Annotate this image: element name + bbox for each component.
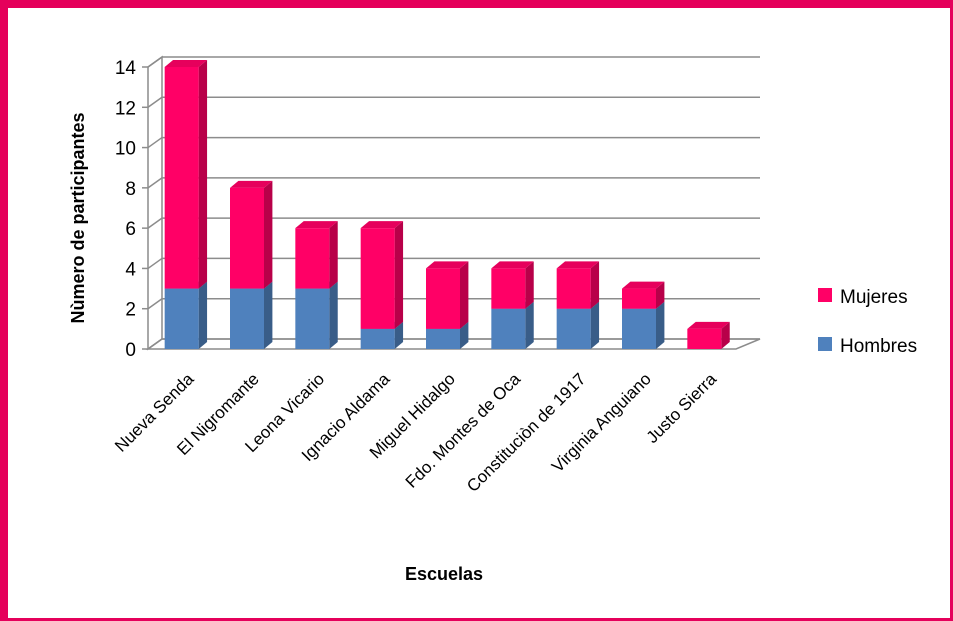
y-tick-label: 6 <box>125 219 136 240</box>
x-category-label: Fdo. Montes de Oca <box>402 369 525 492</box>
bar-mujeres-constituci-n-de-1917-top <box>556 261 600 269</box>
x-category-label: Constituciòn de 1917 <box>463 369 589 495</box>
y-tick-label: 2 <box>125 300 136 321</box>
bar-hombres-miguel-hidalgo-front <box>426 328 460 349</box>
bar-hombres-fdo-montes-de-oca <box>491 301 534 349</box>
bar-mujeres-virginia-anguiano-top <box>622 281 665 289</box>
bar-mujeres-miguel-hidalgo-top <box>426 261 469 269</box>
y-tick-label: 8 <box>125 179 136 200</box>
bar-mujeres-constituci-n-de-1917-side <box>590 261 600 309</box>
bar-mujeres-miguel-hidalgo-front <box>426 268 460 329</box>
bar-hombres-virginia-anguiano-front <box>622 308 656 349</box>
bar-hombres-constituci-n-de-1917-side <box>590 301 600 349</box>
bar-mujeres-miguel-hidalgo <box>426 261 469 329</box>
legend-label-hombres: Hombres <box>840 336 917 357</box>
bar-mujeres-ignacio-aldama-front <box>360 228 395 329</box>
bar-mujeres-ignacio-aldama <box>360 221 404 329</box>
bar-hombres-fdo-montes-de-oca-front <box>491 308 526 349</box>
bar-mujeres-justo-sierra-side <box>721 321 730 349</box>
y-tick-label: 14 <box>115 58 137 79</box>
bar-mujeres-el-nigromante <box>230 180 273 289</box>
bar-hombres-nueva-senda <box>164 281 208 349</box>
frame-border-left <box>0 0 8 621</box>
y-tick-label: 10 <box>115 139 136 160</box>
bar-mujeres-constituci-n-de-1917-front <box>556 268 591 309</box>
legend: Mujeres Hombres <box>818 287 917 357</box>
bar-mujeres-fdo-montes-de-oca <box>491 261 534 309</box>
bar-mujeres-leona-vicario-front <box>295 228 330 289</box>
bar-mujeres-fdo-montes-de-oca-top <box>491 261 534 269</box>
gridline-diag <box>147 338 163 350</box>
side-wall <box>147 55 163 351</box>
bar-hombres-el-nigromante <box>230 281 273 349</box>
bar-hombres-ignacio-aldama-side <box>394 321 404 349</box>
x-axis-title: Escuelas <box>405 564 483 584</box>
bar-mujeres-justo-sierra-top <box>687 321 730 329</box>
gridline-diag <box>147 96 163 108</box>
bar-mujeres-el-nigromante-top <box>230 180 273 188</box>
bar-mujeres-ignacio-aldama-top <box>360 221 404 229</box>
gridline-diag <box>147 56 163 68</box>
frame-border-top <box>0 0 953 8</box>
bar-mujeres-virginia-anguiano <box>622 281 665 309</box>
bar-hombres-leona-vicario-side <box>329 281 338 349</box>
gridline-diag <box>147 217 163 229</box>
gridline-diag <box>147 298 163 310</box>
bar-mujeres-nueva-senda-front <box>164 67 199 289</box>
legend-label-mujeres: Mujeres <box>840 287 908 308</box>
legend-swatch-hombres <box>818 337 832 351</box>
gridline-diag <box>147 257 163 270</box>
bar-mujeres-justo-sierra <box>687 321 730 349</box>
bars <box>164 60 730 349</box>
bar-mujeres-nueva-senda <box>164 60 208 289</box>
gridline-diag <box>147 136 163 149</box>
bar-hombres-leona-vicario-front <box>295 288 330 349</box>
bar-hombres-virginia-anguiano <box>622 301 665 349</box>
bar-hombres-leona-vicario <box>295 281 338 349</box>
bar-mujeres-justo-sierra-front <box>687 328 722 349</box>
bar-mujeres-miguel-hidalgo-side <box>460 261 469 329</box>
legend-swatch-mujeres <box>818 288 832 302</box>
bar-mujeres-nueva-senda-side <box>198 60 208 289</box>
bar-mujeres-el-nigromante-side <box>264 180 273 289</box>
bar-hombres-virginia-anguiano-side <box>656 301 665 349</box>
bar-hombres-miguel-hidalgo-side <box>460 321 469 349</box>
y-axis-ticks: 0 2 4 6 8 10 12 14 <box>115 58 137 361</box>
gridline-diag <box>147 177 163 189</box>
bar-mujeres-nueva-senda-top <box>164 60 208 67</box>
y-tick-label: 4 <box>125 259 136 280</box>
bar-hombres-el-nigromante-front <box>230 288 264 349</box>
bar-hombres-constituci-n-de-1917 <box>556 301 600 349</box>
y-tick-label: 0 <box>125 340 136 361</box>
bar-hombres-nueva-senda-side <box>198 281 208 349</box>
y-tick-label: 12 <box>115 98 136 119</box>
bar-mujeres-fdo-montes-de-oca-front <box>491 268 526 309</box>
bar-hombres-ignacio-aldama-front <box>360 328 395 349</box>
bar-mujeres-virginia-anguiano-side <box>656 281 665 309</box>
bar-mujeres-ignacio-aldama-side <box>394 221 404 329</box>
y-axis-title: Nùmero de participantes <box>68 112 88 323</box>
frame-border-right <box>950 0 953 621</box>
x-category-label: Justo Sierra <box>643 369 721 447</box>
frame-border-bottom <box>0 618 953 621</box>
bar-mujeres-leona-vicario-side <box>329 221 338 289</box>
bar-mujeres-constituci-n-de-1917 <box>556 261 600 309</box>
bar-mujeres-fdo-montes-de-oca-side <box>525 261 534 309</box>
bar-mujeres-el-nigromante-front <box>230 187 264 289</box>
bar-hombres-nueva-senda-front <box>164 288 199 349</box>
bar-mujeres-virginia-anguiano-front <box>622 288 656 309</box>
bar-hombres-fdo-montes-de-oca-side <box>525 301 534 349</box>
bar-hombres-el-nigromante-side <box>264 281 273 349</box>
bar-mujeres-leona-vicario <box>295 221 338 289</box>
bar-mujeres-leona-vicario-top <box>295 221 338 229</box>
bar-hombres-constituci-n-de-1917-front <box>556 308 591 349</box>
